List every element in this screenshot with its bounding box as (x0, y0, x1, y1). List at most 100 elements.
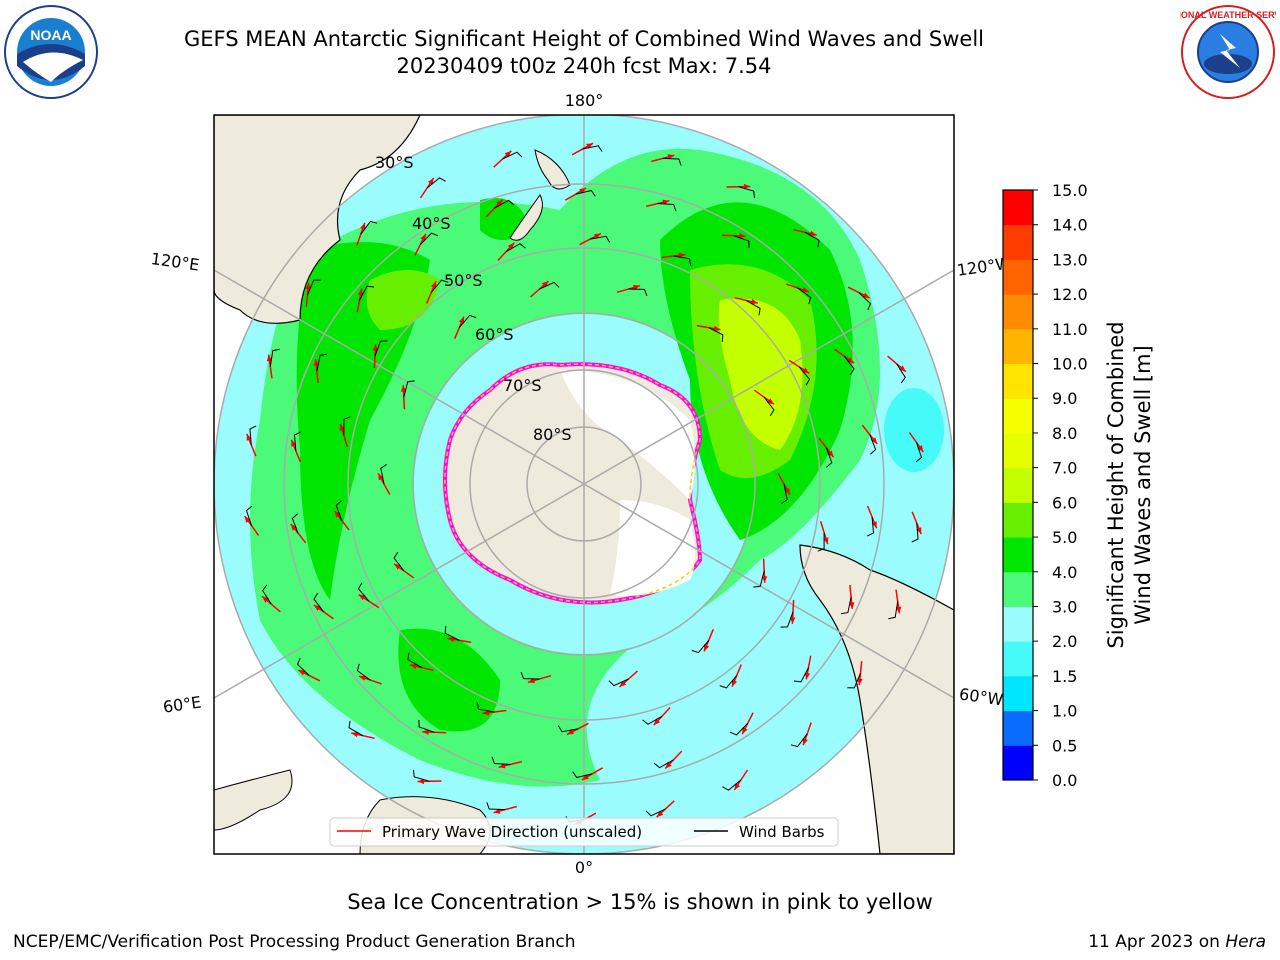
wave-arrow-head (359, 675, 366, 681)
wave-arrow-head (579, 188, 587, 194)
map-frame (213, 114, 955, 855)
colorbar-segment (1003, 467, 1033, 503)
wind-barb (335, 500, 343, 521)
wave-arrow-head (732, 679, 737, 687)
wind-barb (494, 199, 515, 209)
colorbar-tick-label: 6.0 (1052, 493, 1077, 512)
colorbar-tick-label: 13.0 (1052, 250, 1088, 269)
wave-arrow-head (739, 233, 746, 239)
wind-barb (269, 348, 280, 367)
chart-subtitle: 20230409 t00z 240h fcst Max: 7.54 (396, 54, 772, 78)
wave-arrow-head (458, 316, 464, 324)
legend-wave-label: Primary Wave Direction (unscaled) (382, 823, 642, 841)
colorbar-tick-label: 11.0 (1052, 320, 1088, 339)
wind-barb (780, 611, 794, 628)
wave-arrow-head (541, 281, 549, 288)
wind-barb (645, 808, 666, 817)
wave-arrow-head (305, 282, 311, 290)
wind-barb (790, 733, 808, 748)
colorbar-tick-label: 12.0 (1052, 285, 1088, 304)
wave-arrow-head (417, 778, 425, 785)
wind-barb (691, 640, 710, 654)
wave-arrow-head (266, 354, 273, 362)
wind-barb (348, 720, 364, 737)
wind-barb (418, 719, 435, 733)
sea-ice-note: Sea Ice Concentration > 15% is shown in … (347, 890, 933, 914)
meridian-label-60w: 60°W (958, 684, 1005, 709)
wave-arrow-head (357, 288, 364, 296)
colorbar-tick-label: 10.0 (1052, 355, 1088, 374)
wave-arrow-head (507, 242, 515, 250)
wind-barb (797, 287, 812, 305)
colorbar-tick-label: 0.5 (1052, 736, 1077, 755)
wind-barb (313, 592, 325, 613)
lat-label-60s: 60°S (475, 325, 514, 344)
wave-arrow-head (653, 718, 661, 726)
wind-barb (858, 292, 872, 311)
colorbar-segment (1003, 190, 1033, 226)
wave-arrow-head (360, 222, 366, 230)
svg-text:NATIONAL WEATHER SERVICE: NATIONAL WEATHER SERVICE (1180, 10, 1276, 20)
lat-label-50s: 50°S (444, 271, 483, 290)
wave-arrow-head (784, 487, 790, 495)
wave-arrow-head (262, 596, 269, 603)
wind-barb (343, 416, 351, 436)
wind-barb (572, 771, 593, 779)
wave-arrow-head (447, 636, 455, 643)
wind-barb (722, 779, 742, 791)
wind-barb (374, 340, 388, 357)
wind-barb (896, 363, 906, 384)
wind-barb (847, 673, 861, 689)
wave-arrow-head (802, 367, 810, 374)
colorbar-tick-label: 0.0 (1052, 771, 1077, 790)
wind-barb (505, 243, 526, 253)
wave-arrow-head (298, 670, 306, 676)
wind-barbs (245, 145, 923, 823)
wave-arrow-head (827, 450, 834, 458)
wave-arrow-head (244, 516, 251, 523)
colorbar-label-line1: Significant Height of Combined (1104, 321, 1128, 648)
wind-barb (419, 232, 439, 245)
colorbar-tick-label: 8.0 (1052, 424, 1077, 443)
colorbar-segment (1003, 224, 1033, 260)
colorbar-label-line2: Wind Waves and Swell [m] (1131, 345, 1155, 625)
colorbar-tick-label: 9.0 (1052, 389, 1077, 408)
wind-barb (316, 353, 328, 372)
colorbar-tick-label: 7.0 (1052, 459, 1077, 478)
wave-arrow-head (593, 233, 601, 239)
wind-barb (393, 551, 405, 572)
wind-barb (575, 189, 596, 197)
wind-barb (653, 759, 674, 769)
nws-logo: NATIONAL WEATHER SERVICE (1180, 5, 1276, 99)
wave-arrow-head (857, 678, 863, 686)
colorbar-tick-label: 14.0 (1052, 216, 1088, 235)
wind-barb (781, 483, 788, 504)
wind-barb (476, 702, 495, 713)
wave-arrow-head (656, 810, 664, 818)
noaa-logo: NOAA (4, 5, 98, 99)
colorbar-segment (1003, 398, 1033, 434)
wave-arrow-head (351, 731, 359, 738)
wind-barb (359, 285, 375, 301)
wave-arrow-head (334, 510, 341, 518)
wave-arrow-head (665, 762, 672, 769)
wind-barb (291, 513, 299, 534)
wind-barb (520, 671, 540, 680)
colorbar-tick-label: 15.0 (1052, 181, 1088, 200)
wind-barb (888, 601, 899, 620)
wind-barb (869, 434, 877, 455)
wave-arrow-head (567, 729, 575, 735)
wind-barb (262, 584, 272, 605)
wave-arrow-head (482, 710, 490, 716)
colorbar-tick-label: 1.0 (1052, 702, 1077, 721)
wave-arrow-head (420, 233, 426, 241)
wind-barb (642, 715, 663, 725)
colorbar-segment (1003, 537, 1033, 573)
footer-machine: Hera (1225, 932, 1266, 952)
wind-barb (293, 431, 302, 451)
wave-arrow-head (378, 473, 384, 481)
wave-arrow-head (372, 344, 378, 351)
meridian-label-0: 0° (575, 858, 593, 877)
wave-arrow-head (410, 663, 417, 669)
wind-barb (662, 157, 682, 166)
